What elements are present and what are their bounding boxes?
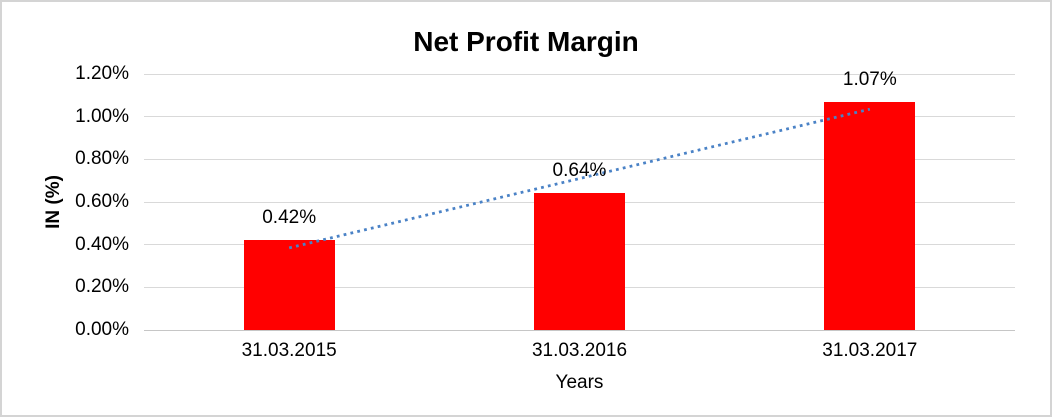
y-tick-label: 1.20% bbox=[75, 63, 129, 84]
gridline bbox=[144, 158, 1015, 160]
y-tick-label: 1.00% bbox=[75, 105, 129, 127]
y-tick-label: 0.00% bbox=[75, 319, 129, 340]
trendline bbox=[288, 107, 871, 250]
bar-31.03.2017 bbox=[824, 101, 916, 330]
plot-area: 0.42% 0.64% 1.07% bbox=[144, 69, 1015, 331]
x-axis-line bbox=[144, 329, 1015, 331]
y-tick-label: 0.40% bbox=[75, 233, 129, 255]
bar-31.03.2016 bbox=[534, 193, 625, 330]
bar-value-label: 0.64% bbox=[552, 160, 607, 182]
x-tick-label: 31.03.2015 bbox=[241, 340, 337, 361]
gridline bbox=[144, 73, 1015, 75]
x-tick-label: 31.03.2017 bbox=[822, 340, 918, 361]
bar-31.03.2015 bbox=[243, 240, 335, 330]
x-axis-title: Years bbox=[555, 372, 604, 393]
bar-value-label: 0.42% bbox=[262, 207, 317, 229]
bar-value-label: 1.07% bbox=[842, 68, 897, 90]
y-tick-label: 0.80% bbox=[75, 148, 129, 170]
y-tick-label: 0.20% bbox=[75, 276, 129, 298]
x-tick-label: 31.03.2016 bbox=[531, 340, 628, 361]
chart-title: Net Profit Margin bbox=[413, 26, 639, 57]
trendline-svg bbox=[288, 107, 871, 250]
gridline bbox=[144, 116, 1015, 118]
y-tick-label: 0.60% bbox=[75, 191, 129, 212]
